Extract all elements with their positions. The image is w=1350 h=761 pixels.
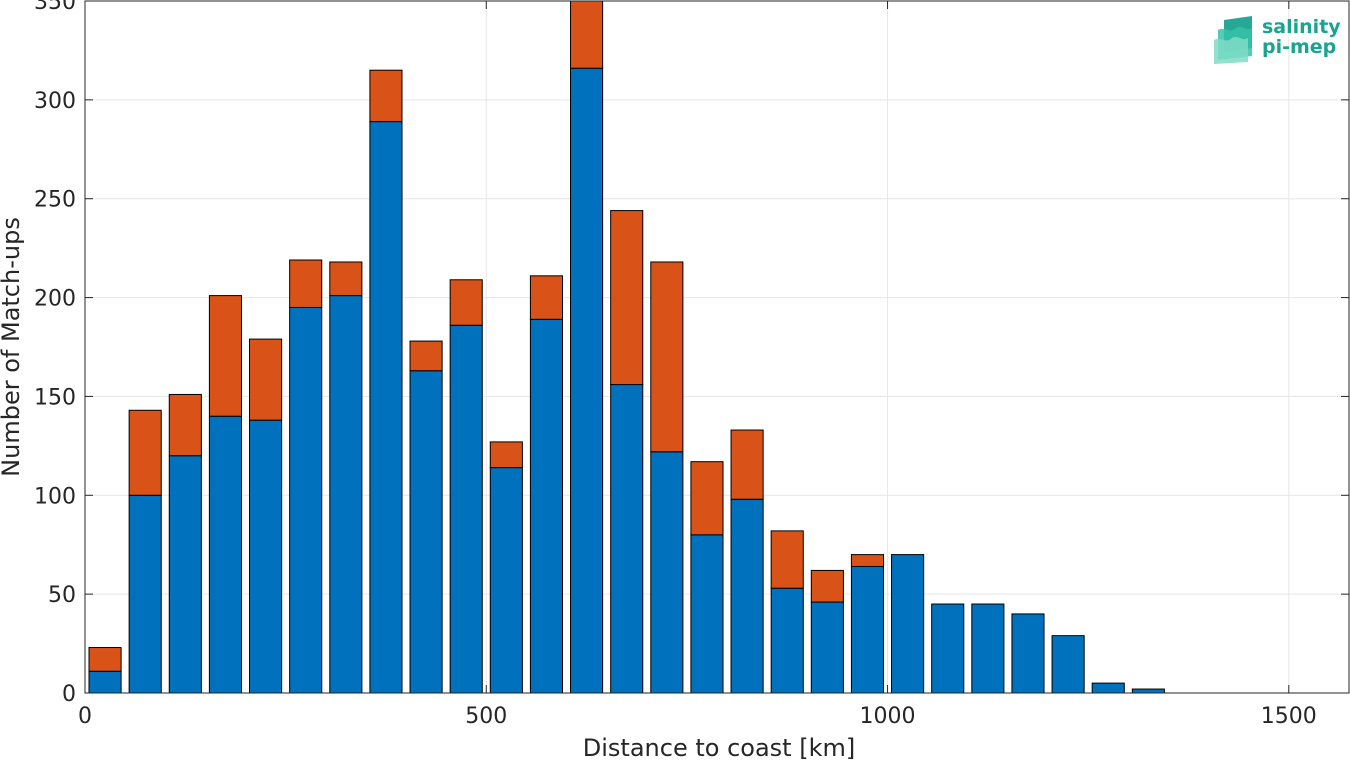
bar-segment-series-2 xyxy=(449,279,483,326)
bar-segment-series-1 xyxy=(850,565,885,694)
bar-segment-series-2 xyxy=(128,409,162,496)
bar-segment-series-1 xyxy=(249,419,283,694)
bar-segment-series-2 xyxy=(570,0,604,69)
axis-ticks: 0 500 1000 1500 0 50 100 150 200 250 300 350 xyxy=(34,0,1349,729)
bar-segment-series-2 xyxy=(409,340,443,372)
bar-segment-series-2 xyxy=(249,338,283,421)
bar-segment-series-1 xyxy=(1011,613,1045,694)
bar-segment-series-1 xyxy=(529,318,564,694)
bar-segment-series-2 xyxy=(289,259,323,308)
bar-segment-series-2 xyxy=(329,261,363,297)
x-tick-label: 500 xyxy=(465,704,507,729)
bar-segment-series-1 xyxy=(409,370,443,694)
bar-segment-series-1 xyxy=(369,121,403,694)
bar-segment-series-2 xyxy=(168,393,202,457)
bar-segment-series-1 xyxy=(449,324,483,694)
bar-segment-series-1 xyxy=(208,415,242,694)
x-tick-label: 0 xyxy=(78,704,92,729)
bar-segment-series-1 xyxy=(610,384,644,694)
bar-segment-series-1 xyxy=(810,601,844,694)
bar-segment-series-1 xyxy=(1091,682,1125,694)
bar-segment-series-2 xyxy=(850,554,885,567)
y-tick-label: 0 xyxy=(62,682,76,707)
bar-segment-series-2 xyxy=(810,569,844,603)
bar-segment-series-2 xyxy=(529,275,564,320)
y-tick-label: 50 xyxy=(48,583,76,608)
bar-segment-series-1 xyxy=(931,603,965,694)
bar-segment-series-1 xyxy=(168,455,202,694)
x-axis-label: Distance to coast [km] xyxy=(583,734,855,761)
bars xyxy=(88,0,1165,694)
salinity-pi-mep-logo: salinity pi-mep xyxy=(1214,16,1341,64)
bar-segment-series-2 xyxy=(650,261,684,453)
x-tick-label: 1000 xyxy=(860,704,916,729)
bar-segment-series-2 xyxy=(770,530,804,589)
y-tick-label: 200 xyxy=(34,287,76,312)
bar-segment-series-1 xyxy=(650,451,684,694)
logo-line-2: pi-mep xyxy=(1262,36,1336,58)
x-tick-label: 1500 xyxy=(1261,704,1317,729)
bar-segment-series-1 xyxy=(730,498,764,694)
bar-segment-series-2 xyxy=(369,69,403,123)
y-tick-label: 300 xyxy=(34,89,76,114)
bar-segment-series-1 xyxy=(489,467,523,694)
logo-line-1: salinity xyxy=(1262,16,1341,38)
bar-segment-series-1 xyxy=(88,670,122,694)
bar-segment-series-2 xyxy=(690,461,724,536)
axes-box xyxy=(84,0,1350,694)
bar-segment-series-1 xyxy=(971,603,1005,694)
bar-segment-series-2 xyxy=(610,210,644,386)
bar-segment-series-1 xyxy=(128,494,162,694)
bar-segment-series-1 xyxy=(1051,635,1085,694)
bar-segment-series-1 xyxy=(329,295,363,694)
bar-segment-series-2 xyxy=(730,429,764,500)
bar-segment-series-1 xyxy=(570,67,604,694)
bar-segment-series-1 xyxy=(289,306,323,694)
bar-segment-series-1 xyxy=(770,587,804,694)
bar-segment-series-2 xyxy=(208,295,242,417)
y-tick-label: 350 xyxy=(34,0,76,15)
bar-segment-series-1 xyxy=(690,534,724,694)
bar-segment-series-2 xyxy=(489,441,523,469)
bar-segment-series-2 xyxy=(88,647,122,672)
bar-segment-series-1 xyxy=(891,554,925,694)
y-axis-label: Number of Match-ups xyxy=(0,217,25,477)
y-tick-label: 150 xyxy=(34,385,76,410)
bar-segment-series-1 xyxy=(1131,688,1165,694)
logo-mark-icon xyxy=(1214,16,1252,64)
y-tick-label: 100 xyxy=(34,484,76,509)
y-tick-label: 250 xyxy=(34,188,76,213)
